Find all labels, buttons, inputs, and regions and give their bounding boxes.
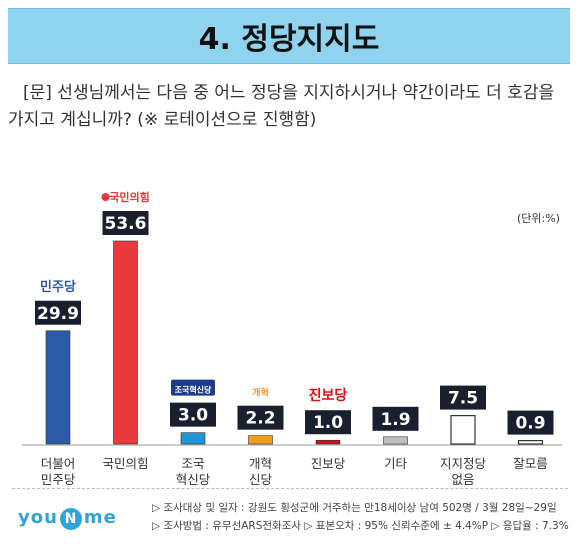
footer-divider (12, 488, 568, 489)
party-logo-0: 민주당 (40, 279, 76, 295)
category-label-7: 잘모름 (513, 456, 548, 471)
bar-1 (113, 240, 138, 445)
bar-7 (517, 439, 544, 445)
value-label-box-4 (305, 410, 351, 435)
bar-4 (315, 439, 341, 445)
value-label-box-0 (35, 300, 81, 325)
value-label-3: 2.2 (245, 409, 275, 429)
value-label-1: 53.6 (105, 214, 147, 234)
category-label-0-line1: 민주당 (41, 472, 76, 485)
value-label-box-3 (237, 405, 284, 430)
category-label-3-line1: 신당 (249, 472, 273, 485)
survey-question: [문] 선생님께서는 다음 중 어느 정당을 지지하시거나 약간이라도 더 호감… (8, 83, 555, 130)
bar-6 (450, 414, 476, 445)
logo-text-right: me (83, 507, 117, 528)
category-label-6-line0: 지지정당 (440, 456, 487, 471)
value-label-5: 1.9 (380, 410, 410, 430)
bar-2 (180, 432, 206, 445)
party-support-bar-chart: 29.9민주당더불어민주당53.6국민의힘국민의힘3.0조국혁신당조국혁신당2.… (22, 190, 562, 485)
party-logo-1: 국민의힘 (109, 190, 149, 204)
page-title: 4. 정당지지도 (198, 22, 380, 57)
value-label-0: 29.9 (37, 304, 79, 324)
value-label-box-7 (507, 410, 554, 435)
value-label-box-6 (440, 385, 486, 410)
unit-label: (단위:%) (517, 212, 560, 225)
value-label-box-2 (170, 402, 216, 427)
party-logo-2: 조국혁신당 (175, 385, 212, 395)
logo-text-mid: N (59, 508, 82, 530)
value-label-2: 3.0 (178, 406, 208, 426)
bar-0 (45, 330, 71, 445)
category-label-3-line0: 개혁 (249, 456, 272, 471)
party-logo-bg-2 (171, 379, 215, 396)
party-logo-4: 진보당 (309, 387, 348, 404)
value-label-6: 7.5 (448, 389, 478, 409)
logo-text-left: you (18, 507, 58, 528)
value-label-7: 0.9 (515, 414, 545, 434)
party-logo-3: 개혁 (252, 387, 269, 399)
value-label-4: 1.0 (313, 413, 343, 433)
category-label-4: 진보당 (311, 456, 346, 471)
category-label-5: 기타 (384, 456, 408, 471)
category-label-0-line0: 더불어 (41, 456, 76, 471)
value-label-box-1 (102, 211, 149, 235)
category-label-2-line0: 조국 (181, 456, 204, 471)
bar-3 (248, 435, 273, 445)
category-label-1: 국민의힘 (102, 456, 148, 471)
category-label-2-line1: 혁신당 (176, 472, 211, 485)
bar-5 (383, 436, 408, 445)
title-banner: 4. 정당지지도 (8, 8, 570, 64)
value-label-box-5 (372, 406, 419, 431)
footer-method-info: ▷ 조사방법 : 유무선ARS전화조사 ▷ 표본오차 : 95% 신뢰수준에 ±… (152, 520, 569, 532)
footer-survey-info: ▷ 조사대상 및 일자 : 강원도 횡성군에 거주하는 만18세이상 남여 50… (152, 502, 557, 514)
category-label-6-line1: 없음 (451, 472, 474, 485)
party-logo-mark-1 (101, 193, 110, 201)
